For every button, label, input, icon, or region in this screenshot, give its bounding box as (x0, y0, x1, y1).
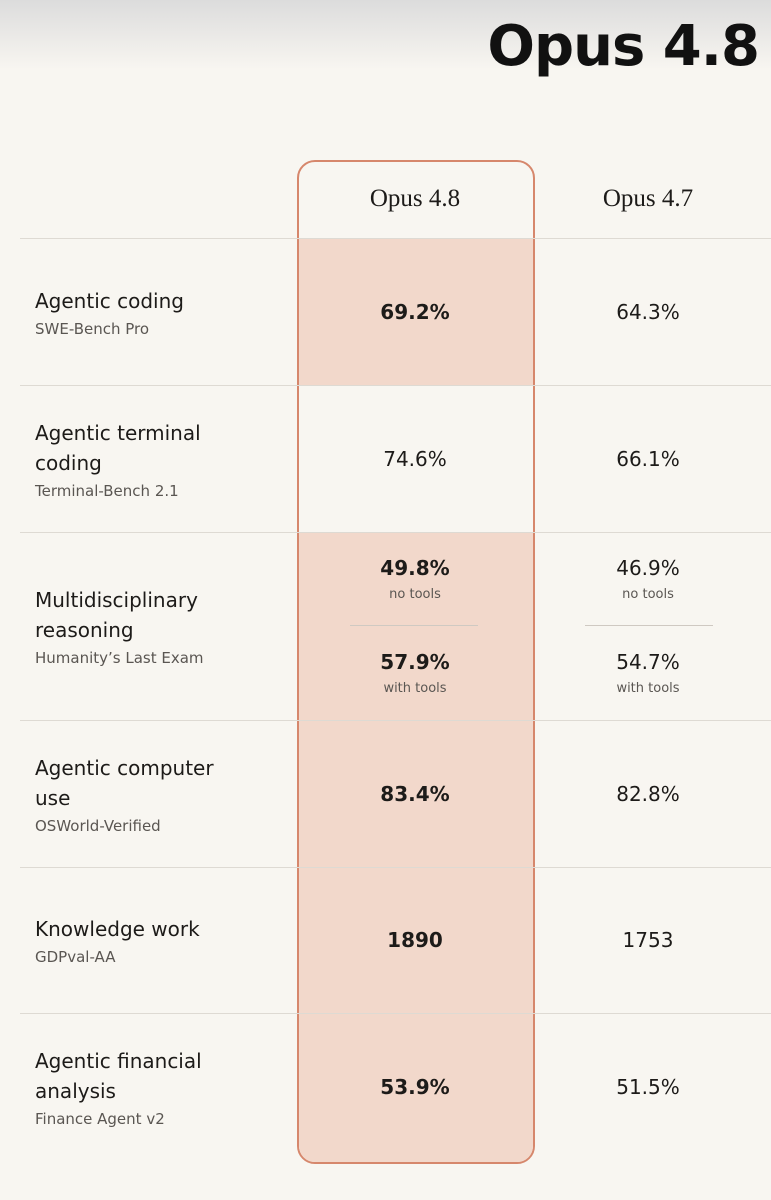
row-divider (20, 532, 771, 533)
score-note: no tools (389, 587, 441, 602)
highlight-column (297, 160, 535, 1164)
score: 1753 (622, 928, 674, 952)
row-divider (20, 238, 771, 239)
highlight-cell (299, 867, 533, 1013)
highlight-cell (299, 1013, 533, 1162)
score: 82.8% (616, 781, 680, 806)
task-name: Knowledge work (35, 917, 200, 941)
row-divider (20, 720, 771, 721)
row-label: Knowledge work GDPval-AA (35, 867, 255, 1013)
cell-divider (350, 625, 478, 626)
score: 54.7% (616, 650, 680, 674)
score-note: no tools (622, 587, 674, 602)
benchmark-name: Finance Agent v2 (35, 1109, 165, 1128)
task-name: Agentic terminal coding (35, 420, 201, 475)
score-note: with tools (616, 681, 680, 696)
score: 83.4% (380, 781, 450, 806)
row-divider (20, 385, 771, 386)
task-name: Agentic computer use (35, 755, 214, 810)
score: 74.6% (383, 446, 447, 471)
row-label: Agentic terminal coding Terminal-Bench 2… (35, 385, 255, 532)
page-title: Opus 4.8 (487, 14, 760, 79)
row-divider (20, 1013, 771, 1014)
score: 64.3% (616, 299, 680, 324)
score: 66.1% (616, 446, 680, 471)
score-note: with tools (383, 681, 447, 696)
score: 57.9% (380, 650, 450, 674)
score: 1890 (387, 928, 443, 952)
score: 53.9% (380, 1074, 450, 1099)
row-label: Agentic computer use OSWorld-Verified (35, 720, 255, 867)
row-label: Multidisciplinary reasoning Humanity’s L… (35, 532, 255, 720)
task-name: Agentic coding (35, 288, 184, 313)
score: 49.8% (380, 556, 450, 580)
column-header: Opus 4.8 (369, 185, 461, 212)
highlight-cell (299, 720, 533, 867)
benchmark-name: SWE-Bench Pro (35, 319, 150, 338)
task-name: Agentic financial analysis (35, 1048, 202, 1103)
score: 69.2% (380, 299, 450, 324)
row-divider (20, 867, 771, 868)
highlight-cell (299, 238, 533, 385)
task-name: Multidisciplinary reasoning (35, 588, 198, 642)
score: 51.5% (616, 1074, 680, 1099)
benchmark-name: GDPval-AA (35, 948, 116, 966)
row-label: Agentic financial analysis Finance Agent… (35, 1013, 255, 1160)
benchmark-name: Terminal-Bench 2.1 (35, 481, 179, 500)
benchmark-name: Humanity’s Last Exam (35, 649, 204, 667)
row-label: Agentic coding SWE-Bench Pro (35, 238, 255, 385)
benchmark-name: OSWorld-Verified (35, 816, 161, 835)
cell-divider (585, 625, 713, 626)
top-band (0, 0, 771, 70)
score: 46.9% (616, 556, 680, 580)
column-header: Opus 4.7 (602, 185, 694, 212)
highlight-cell (299, 532, 533, 720)
